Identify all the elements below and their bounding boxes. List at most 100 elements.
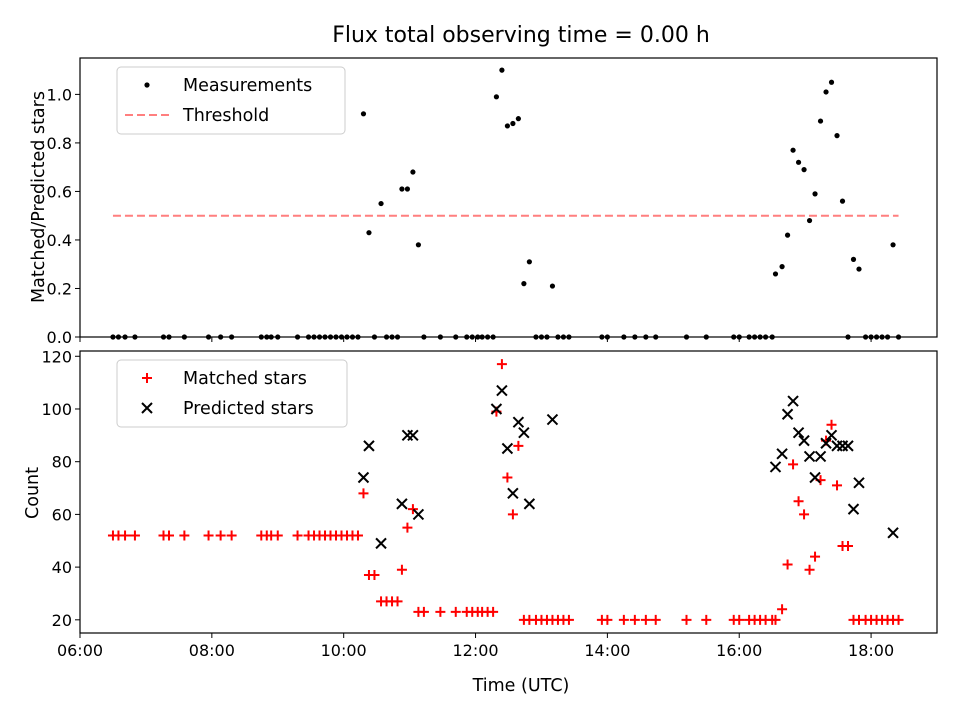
top-chart-title: Flux total observing time = 0.00 h — [332, 23, 710, 48]
data-point — [399, 186, 405, 192]
data-point — [890, 242, 896, 248]
data-point — [490, 403, 503, 415]
axes-frame — [79, 57, 938, 338]
series-predicted-stars — [357, 384, 899, 550]
data-point — [770, 614, 781, 625]
data-point — [788, 459, 799, 470]
data-point — [358, 488, 369, 499]
data-point — [790, 147, 796, 153]
y-tick-label: 100 — [41, 400, 72, 419]
data-point — [392, 596, 403, 607]
data-point — [507, 487, 519, 500]
data-point — [847, 503, 860, 515]
data-point — [801, 167, 807, 173]
x-tick-label: 16:00 — [716, 641, 762, 660]
data-point — [407, 429, 419, 442]
data-point — [510, 120, 516, 127]
data-point — [418, 606, 429, 617]
legend: Matched stars Predicted stars — [116, 359, 348, 428]
legend-box — [116, 359, 348, 428]
data-point — [412, 508, 425, 521]
axes-frame — [79, 350, 938, 634]
data-point — [546, 413, 559, 426]
data-point — [810, 551, 821, 562]
data-point — [893, 614, 904, 625]
data-point — [814, 450, 827, 463]
data-point — [809, 471, 821, 484]
data-point — [366, 230, 372, 236]
data-point — [798, 434, 810, 447]
y-tick-label: 0.0 — [47, 328, 72, 347]
data-point — [793, 496, 804, 507]
data-point — [602, 614, 613, 625]
data-point — [496, 359, 507, 370]
series-matched-stars — [107, 359, 904, 625]
top-plot: 0.0 0.2 0.4 0.6 0.8 1.0 Measurements Threshold — [47, 57, 938, 347]
data-point — [404, 186, 411, 192]
data-point — [499, 67, 505, 73]
legend: Measurements Threshold — [116, 66, 346, 135]
data-point — [272, 530, 283, 541]
data-point — [856, 266, 862, 272]
data-point — [523, 498, 536, 510]
y-tick-label: 0.2 — [47, 279, 72, 298]
data-point — [402, 522, 413, 533]
data-point — [782, 559, 793, 570]
data-point — [521, 281, 527, 287]
data-point — [507, 509, 518, 520]
data-point — [823, 89, 829, 95]
data-point — [352, 530, 363, 541]
data-point — [817, 118, 824, 124]
y-tick-label: 40 — [52, 558, 72, 577]
y-tick-label: 0.4 — [47, 231, 72, 250]
data-point — [450, 606, 461, 617]
data-point — [820, 437, 832, 449]
legend-label: Predicted stars — [183, 399, 314, 419]
x-tick-label: 12:00 — [452, 641, 498, 660]
data-point — [629, 614, 640, 625]
data-point — [369, 570, 380, 581]
x-tick-label: 06:00 — [57, 641, 103, 660]
data-point — [163, 530, 174, 541]
data-point — [804, 564, 815, 575]
data-point — [415, 242, 422, 248]
data-point — [129, 530, 140, 541]
data-point — [650, 614, 661, 625]
data-point — [396, 564, 407, 575]
x-tick-label: 18:00 — [848, 641, 894, 660]
data-point — [357, 471, 370, 484]
data-point — [825, 429, 838, 442]
data-point — [640, 614, 651, 625]
data-point — [526, 259, 532, 265]
data-point — [215, 530, 226, 541]
data-point — [496, 384, 508, 397]
x-tick-label: 10:00 — [321, 641, 367, 660]
data-point — [799, 509, 810, 520]
y-tick-label: 60 — [52, 505, 72, 524]
data-point — [512, 416, 525, 428]
data-point — [518, 426, 530, 439]
data-point — [832, 480, 843, 491]
data-point — [396, 498, 408, 510]
data-point — [826, 419, 837, 430]
data-point — [493, 94, 500, 100]
data-point — [792, 426, 805, 439]
data-point — [887, 527, 899, 539]
legend-marker — [141, 402, 153, 414]
y-tick-label: 0.8 — [47, 134, 72, 153]
data-point — [292, 530, 303, 541]
bottom-y-axis-label: Count — [23, 467, 43, 519]
top-y-axis-label: Matched/Predicted stars — [29, 91, 49, 303]
y-tick-label: 1.0 — [47, 85, 72, 104]
data-point — [734, 614, 745, 625]
data-point — [834, 133, 840, 139]
data-point — [842, 440, 854, 452]
x-axis-label: Time (UTC) — [472, 676, 570, 696]
data-point — [563, 614, 574, 625]
data-point — [803, 450, 816, 463]
data-point — [772, 271, 779, 277]
data-point — [853, 477, 865, 489]
data-point — [120, 530, 131, 541]
data-point — [549, 283, 556, 289]
